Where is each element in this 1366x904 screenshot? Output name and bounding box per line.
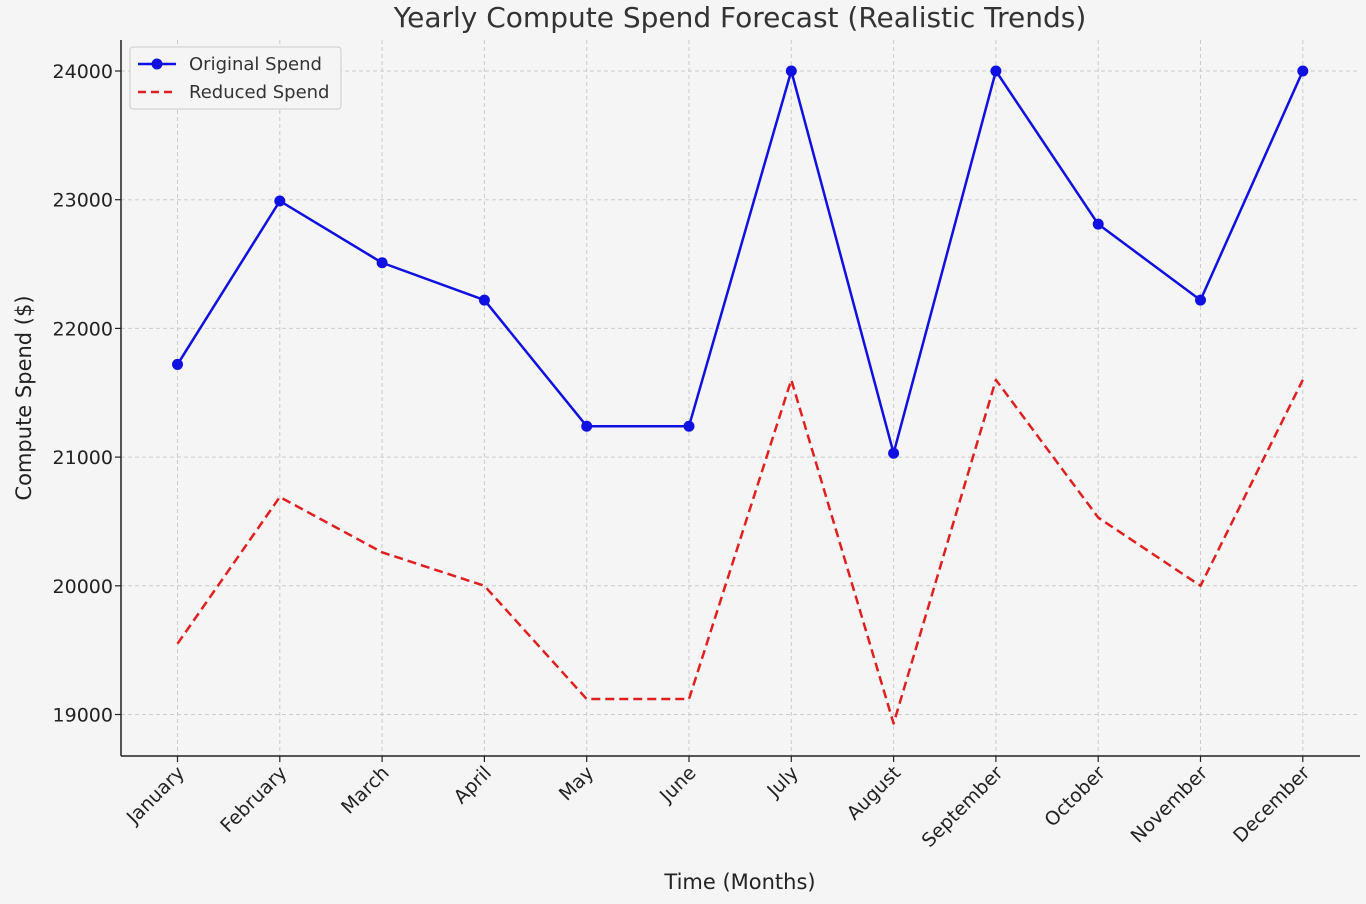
- x-ticks: January February March April May June July Augu…: [122, 756, 1314, 852]
- data-point-original: [478, 294, 490, 306]
- data-point-original: [785, 65, 797, 77]
- axes: [120, 40, 1360, 757]
- legend-label-reduced: Reduced Spend: [189, 82, 329, 103]
- x-tick-label: February: [216, 762, 291, 837]
- y-ticks: 19000 20000 21000 22000 23000 24000: [53, 61, 121, 727]
- grid-lines: [121, 40, 1360, 756]
- series-layer: [172, 65, 1309, 725]
- legend-box: [129, 46, 342, 110]
- x-tick-label: May: [555, 762, 598, 805]
- data-point-original: [1092, 218, 1104, 230]
- y-tick-label: 20000: [53, 576, 113, 598]
- x-tick-label: November: [1127, 762, 1213, 848]
- x-tick-label: June: [655, 762, 701, 808]
- x-tick-label: April: [450, 762, 496, 808]
- y-tick-label: 21000: [53, 447, 113, 469]
- y-tick-label: 22000: [53, 318, 113, 340]
- data-point-original: [990, 65, 1002, 77]
- x-tick-label: January: [122, 762, 189, 829]
- data-point-original: [376, 257, 388, 269]
- data-point-original: [172, 358, 183, 370]
- data-point-original: [683, 420, 695, 432]
- y-tick-label: 19000: [53, 705, 113, 727]
- x-tick-label: August: [843, 762, 906, 825]
- x-tick-label: July: [762, 762, 802, 802]
- x-tick-label: December: [1229, 762, 1314, 847]
- legend-marker-original: [151, 58, 163, 70]
- y-tick-label: 24000: [53, 61, 113, 83]
- chart-title: Yearly Compute Spend Forecast (Realistic…: [393, 1, 1087, 34]
- series-line-original: [176, 69, 1304, 455]
- data-point-original: [888, 447, 900, 459]
- data-point-original: [274, 195, 286, 207]
- x-tick-label: September: [918, 762, 1008, 852]
- data-point-original: [1195, 294, 1206, 306]
- legend: Original Spend Reduced Spend: [129, 46, 342, 110]
- legend-label-original: Original Spend: [189, 54, 322, 75]
- data-point-original: [1297, 65, 1309, 77]
- y-axis-label: Compute Spend ($): [12, 295, 36, 500]
- x-axis-label: Time (Months): [663, 870, 815, 894]
- x-tick-label: March: [337, 762, 394, 819]
- x-tick-label: October: [1040, 762, 1109, 831]
- data-point-original: [581, 420, 593, 432]
- y-tick-label: 23000: [53, 190, 113, 212]
- series-line-reduced: [176, 378, 1304, 725]
